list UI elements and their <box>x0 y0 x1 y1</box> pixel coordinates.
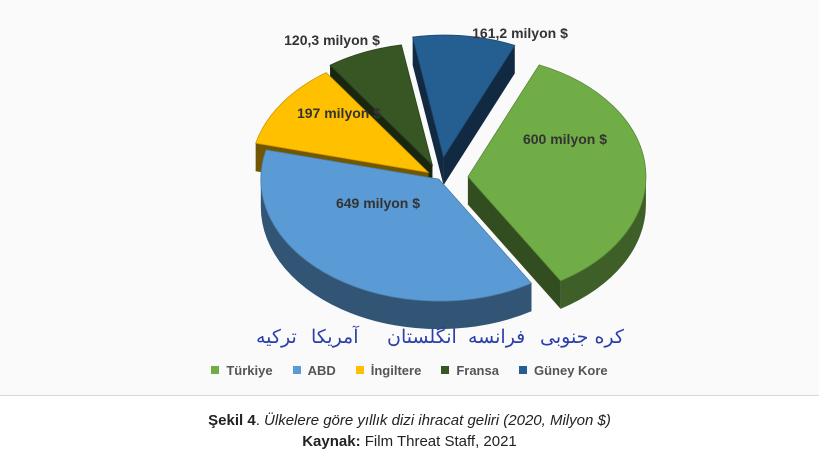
data-label: 649 milyon $ <box>336 195 420 211</box>
pie-slice-t-rkiye <box>467 64 647 282</box>
legend-swatch <box>518 366 527 374</box>
source-line: Kaynak: Film Threat Staff, 2021 <box>0 431 819 452</box>
pie-chart: 161,2 milyon $ 600 milyon $ 649 milyon $ 19… <box>255 25 647 330</box>
legend-label: Türkiye <box>226 362 273 378</box>
legend: Türkiye ABD İngiltere Fransa Güney Kore <box>0 360 819 380</box>
legend-item: ABD <box>292 362 336 378</box>
chart-area: 161,2 milyon $ 600 milyon $ 649 milyon $ 19… <box>0 25 819 396</box>
data-label: 600 milyon $ <box>523 131 607 147</box>
figure-text: Ülkelere göre yıllık dizi ihracat geliri… <box>264 412 611 429</box>
pie-slice-side <box>260 179 532 330</box>
legend-swatch <box>441 366 450 374</box>
legend-label: Fransa <box>456 362 499 378</box>
data-label: 197 milyon $ <box>297 105 381 121</box>
handwritten-label-south-korea: کره جنوبی <box>540 326 624 348</box>
pie-labels: 161,2 milyon $ 600 milyon $ 649 milyon $ 19… <box>284 25 607 211</box>
pie-tops <box>255 34 647 302</box>
handwritten-label-england: انگلستان <box>387 326 457 348</box>
pie-slice-edge <box>443 45 515 186</box>
figure-label: Şekil 4 <box>208 412 256 429</box>
pie-slice-fransa <box>329 44 434 167</box>
legend-label: İngiltere <box>370 362 422 378</box>
legend-item: İngiltere <box>355 362 422 378</box>
pie-slice-edge <box>412 37 444 186</box>
handwritten-label-france: فرانسه <box>468 326 526 348</box>
legend-item: Fransa <box>441 363 499 378</box>
pie-slice-g-ney-kore <box>412 34 516 159</box>
legend-label: Güney Kore <box>533 362 608 378</box>
handwritten-label-turkey: ترکیه <box>256 326 297 348</box>
data-label: 161,2 milyon $ <box>472 25 568 41</box>
handwritten-label-usa: آمریکا <box>311 326 359 348</box>
legend-swatch <box>292 366 301 374</box>
data-label: 120,3 milyon $ <box>284 32 380 48</box>
handwritten-annotations: ترکیه آمریکا انگلستان فرانسه کره جنوبی <box>0 326 819 356</box>
pie-slice-edge <box>467 176 561 309</box>
legend-label: ABD <box>307 362 336 378</box>
source-label: Kaynak: <box>302 433 361 450</box>
figure-sep: . <box>255 412 265 429</box>
legend-item: Türkiye <box>211 362 273 378</box>
figure-caption: Şekil 4. Ülkelere göre yıllık dizi ihrac… <box>0 410 819 452</box>
pie-slice-side <box>560 176 646 309</box>
caption-line: Şekil 4. Ülkelere göre yıllık dizi ihrac… <box>0 410 819 431</box>
source-text: Film Threat Staff, 2021 <box>360 433 517 450</box>
legend-swatch <box>355 366 364 374</box>
pie-slice-i-ngiltere <box>255 72 430 174</box>
legend-item: Güney Kore <box>518 362 608 378</box>
pie-slice-abd <box>260 149 533 302</box>
legend-swatch <box>211 366 220 374</box>
